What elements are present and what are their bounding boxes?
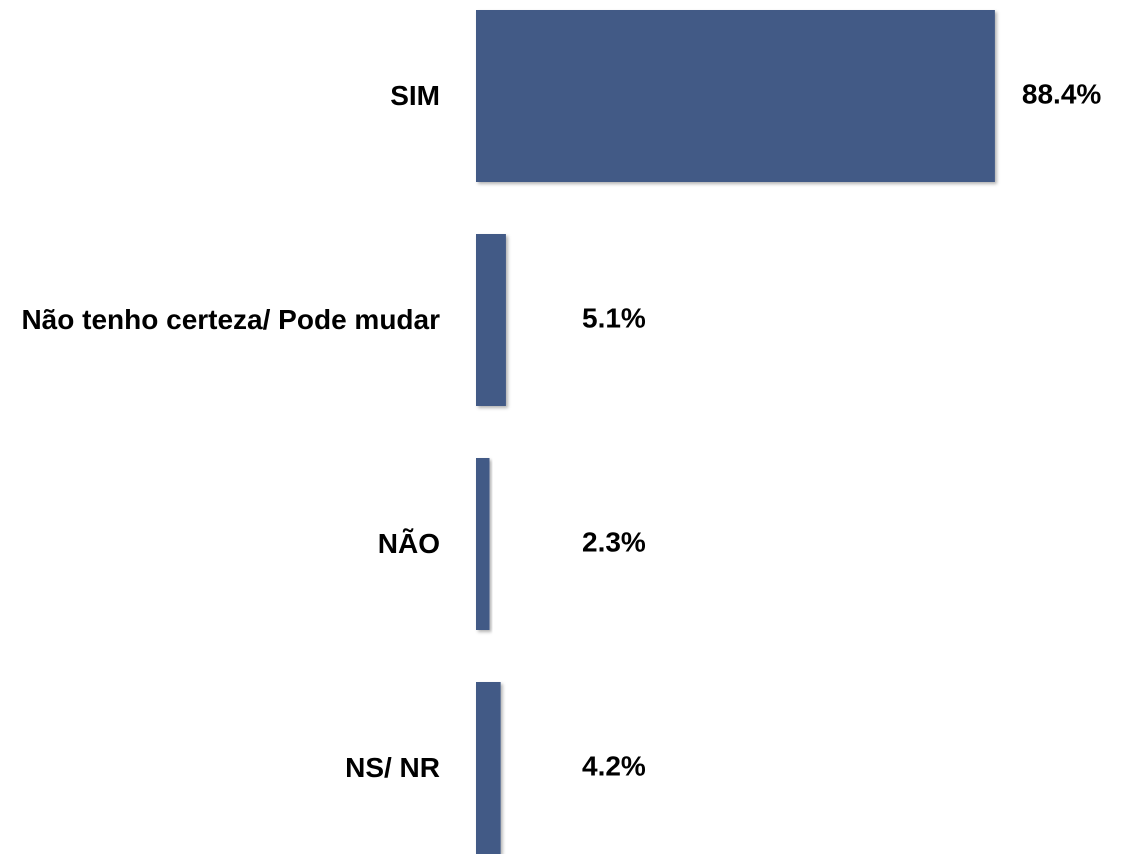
- value-label: 88.4%: [1022, 78, 1101, 109]
- bar: [476, 458, 490, 630]
- category-label: SIM: [390, 80, 440, 111]
- category-label: Não tenho certeza/ Pode mudar: [21, 304, 440, 335]
- category-label-box: NS/ NR: [0, 682, 440, 854]
- value-label: 5.1%: [582, 302, 646, 333]
- bar: [476, 682, 501, 854]
- category-label-box: NÃO: [0, 458, 440, 630]
- bar: [476, 234, 506, 406]
- value-label: 2.3%: [582, 526, 646, 557]
- category-label: NÃO: [377, 528, 440, 559]
- category-label-box: SIM: [0, 10, 440, 182]
- value-label: 4.2%: [582, 750, 646, 781]
- category-label: NS/ NR: [345, 752, 440, 783]
- category-label-box: Não tenho certeza/ Pode mudar: [0, 234, 440, 406]
- bar: [476, 10, 995, 182]
